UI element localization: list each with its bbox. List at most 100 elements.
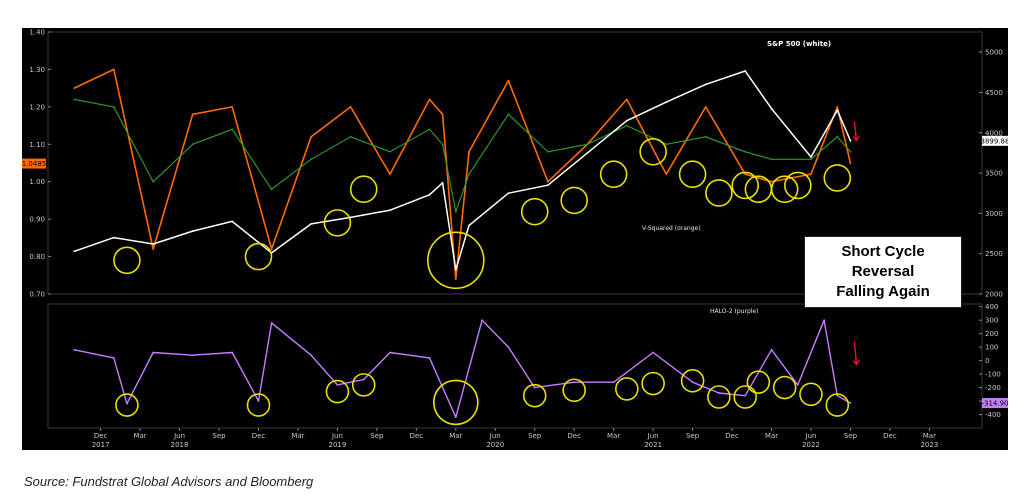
vsquared-line-point xyxy=(507,79,510,82)
top-highlight-circle-2 xyxy=(323,209,352,237)
sp500-line-point xyxy=(546,184,549,187)
halo-line-point xyxy=(481,319,484,322)
halo-tick-label-3: 100 xyxy=(985,344,998,352)
top-highlight-circle-13 xyxy=(770,175,799,203)
x-tick-label-10: Jun xyxy=(489,432,501,440)
bottom-highlight-circle-8 xyxy=(641,371,665,396)
top-highlight-circle-0 xyxy=(113,246,141,275)
vsquared-last-value: 1.0485 xyxy=(22,160,46,168)
bottom-highlight-circle-6 xyxy=(562,378,586,403)
bottom-highlight-circle-0 xyxy=(115,393,139,417)
bottom-highlight-circle-7 xyxy=(615,377,639,401)
sp500-line-point xyxy=(428,193,431,196)
right-tick-label-0: 5000 xyxy=(985,49,1003,57)
vsquared-line-point xyxy=(231,105,234,108)
vsquared-line-point xyxy=(270,248,273,250)
bottom-panel-frame xyxy=(47,303,983,429)
bottom-highlight-circle-5 xyxy=(522,383,547,408)
halo-line-point xyxy=(152,351,155,354)
x-tick-label-2: Jun xyxy=(173,432,185,440)
smoothed-line-point xyxy=(73,98,76,101)
bottom-red-arrow-head xyxy=(852,359,861,366)
halo-line-point xyxy=(270,321,273,324)
bottom-highlight-circle-14 xyxy=(799,382,823,407)
halo-line-point xyxy=(73,348,76,351)
halo-last-tag xyxy=(982,398,1008,409)
halo-line-point xyxy=(231,351,234,354)
bottom-highlight-circle-2 xyxy=(325,379,350,404)
x-tick-label-8: Dec xyxy=(410,432,424,440)
bottom-highlight-circle-15 xyxy=(825,393,850,417)
sp500-line-point xyxy=(704,83,707,86)
x-year-label-0: 2017 xyxy=(92,441,110,449)
smoothed-line-point xyxy=(507,113,510,116)
halo-line-point xyxy=(612,381,615,384)
right-tick-label-3: 3500 xyxy=(985,170,1003,178)
vsquared-last-tag xyxy=(22,158,46,169)
top-highlight-circle-14 xyxy=(784,171,812,200)
sp500-line-point xyxy=(112,236,115,239)
halo-line-point xyxy=(428,357,431,359)
top-highlight-circle-1 xyxy=(244,242,273,271)
smoothed-line-point xyxy=(454,210,457,213)
vsquared-line-point xyxy=(849,162,852,165)
sp500-line-point xyxy=(389,209,391,212)
smoothed-line-point xyxy=(270,188,273,191)
bottom-highlight-circle-12 xyxy=(746,370,771,394)
bottom-highlight-circle-10 xyxy=(707,385,731,409)
x-year-label-6: 2023 xyxy=(920,441,938,449)
callout-line-1: Short Cycle xyxy=(841,243,925,260)
sp500-line-point xyxy=(849,139,852,142)
sp500-line-point xyxy=(454,268,457,271)
bottom-red-arrow-shaft xyxy=(853,341,858,365)
callout-line-3: Falling Again xyxy=(836,283,930,300)
halo-line-point xyxy=(836,394,839,397)
x-year-label-4: 2021 xyxy=(644,441,662,449)
smoothed-line-point xyxy=(770,158,773,161)
left-tick-label-7: 0.70 xyxy=(29,291,45,299)
vsquared-line-point xyxy=(441,113,444,116)
vsquared-line-point xyxy=(191,113,194,116)
x-tick-label-5: Mar xyxy=(291,432,304,440)
sp500-line-point xyxy=(810,156,812,158)
x-year-label-3: 2020 xyxy=(486,441,504,449)
sp500-line-point xyxy=(507,192,510,195)
sp500-line-point xyxy=(191,230,194,233)
halo-line-point xyxy=(191,354,194,357)
smoothed-line-point xyxy=(810,158,812,161)
sp500-line-point xyxy=(836,109,839,112)
smoothed-line-point xyxy=(546,150,549,153)
halo-line xyxy=(74,319,851,418)
halo-line-point xyxy=(507,346,510,349)
halo-series-label: HALO-2 (purple) xyxy=(710,308,758,315)
sp500-line-point xyxy=(665,101,668,104)
halo-tick-label-6: -200 xyxy=(985,384,1001,392)
x-tick-label-15: Sep xyxy=(686,432,700,440)
left-tick-label-6: 0.80 xyxy=(29,253,45,261)
sp500-last-value: 3899.88 xyxy=(981,137,1008,145)
sp500-line-point xyxy=(310,222,312,225)
callout-line-2: Reversal xyxy=(851,263,915,280)
halo-line-point xyxy=(796,383,799,386)
halo-line-point xyxy=(389,351,391,354)
x-tick-label-19: Sep xyxy=(844,432,858,440)
top-highlight-circle-9 xyxy=(678,160,707,189)
x-tick-label-18: Jun xyxy=(805,432,817,440)
sp500-line-point xyxy=(152,243,155,245)
sp500-last-tag xyxy=(982,135,1008,146)
x-tick-label-13: Mar xyxy=(607,432,620,440)
halo-line-point xyxy=(362,378,365,381)
sp500-series-label: S&P 500 (white) xyxy=(767,40,831,48)
vsquared-line-point xyxy=(454,278,457,280)
vsquared-line-point xyxy=(770,180,773,183)
smoothed-line-point xyxy=(112,105,115,108)
sp500-line-point xyxy=(586,152,589,154)
halo-line-point xyxy=(533,386,536,389)
halo-tick-label-4: 0 xyxy=(985,357,989,365)
x-tick-label-0: Dec xyxy=(94,432,108,440)
vsquared-line-point xyxy=(428,98,431,101)
halo-line-point xyxy=(126,402,128,405)
sp500-line-point xyxy=(441,181,444,184)
halo-line-point xyxy=(454,416,457,419)
top-highlight-circle-8 xyxy=(639,137,667,166)
